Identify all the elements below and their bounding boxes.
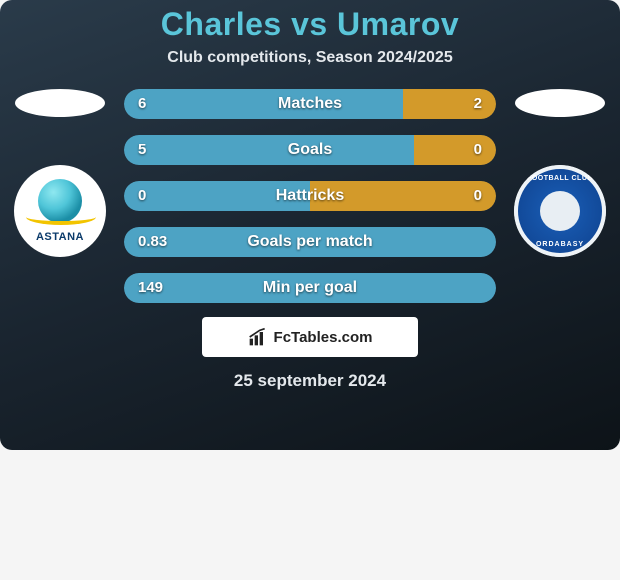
page-title: Charles vs Umarov <box>0 6 620 43</box>
ordabasy-badge-bot: ORDABASY <box>518 241 602 248</box>
stat-value-right: 2 <box>474 89 482 119</box>
stat-value-right: 0 <box>474 135 482 165</box>
right-flag-icon <box>515 89 605 117</box>
stat-row: Hattricks0 0 <box>124 181 496 211</box>
right-club-badge: FOOTBALL CLUB ORDABASY <box>514 165 606 257</box>
left-club-badge: ASTANA <box>14 165 106 257</box>
left-flag-icon <box>15 89 105 117</box>
ordabasy-logo-icon: FOOTBALL CLUB ORDABASY <box>514 165 606 257</box>
stat-label: Goals per match <box>124 227 496 257</box>
stat-value-left: 0 <box>138 181 146 211</box>
stat-row: Goals per match0.83 <box>124 227 496 257</box>
right-column: FOOTBALL CLUB ORDABASY <box>506 89 614 257</box>
astana-badge-text: ASTANA <box>14 231 106 243</box>
astana-logo-icon: ASTANA <box>14 165 106 257</box>
stat-value-left: 0.83 <box>138 227 167 257</box>
comparison-card: Charles vs Umarov Club competitions, Sea… <box>0 0 620 450</box>
stat-value-left: 5 <box>138 135 146 165</box>
subtitle: Club competitions, Season 2024/2025 <box>0 49 620 67</box>
stat-label: Hattricks <box>124 181 496 211</box>
stat-label: Goals <box>124 135 496 165</box>
stat-label: Matches <box>124 89 496 119</box>
content-row: ASTANA Matches62Goals50Hattricks00Goals … <box>0 89 620 303</box>
stat-row: Min per goal149 <box>124 273 496 303</box>
chart-icon <box>248 327 268 347</box>
stat-label: Min per goal <box>124 273 496 303</box>
left-column: ASTANA <box>6 89 114 257</box>
date-text: 25 september 2024 <box>0 371 620 391</box>
stat-value-right: 0 <box>474 181 482 211</box>
attribution-text: FcTables.com <box>274 329 373 346</box>
stat-row: Matches6 2 <box>124 89 496 119</box>
stats-bars: Matches62Goals50Hattricks00Goals per mat… <box>114 89 506 303</box>
attribution-badge: FcTables.com <box>202 317 418 357</box>
stat-value-left: 6 <box>138 89 146 119</box>
stat-value-left: 149 <box>138 273 163 303</box>
stat-row: Goals5 0 <box>124 135 496 165</box>
ordabasy-badge-top: FOOTBALL CLUB <box>518 175 602 182</box>
